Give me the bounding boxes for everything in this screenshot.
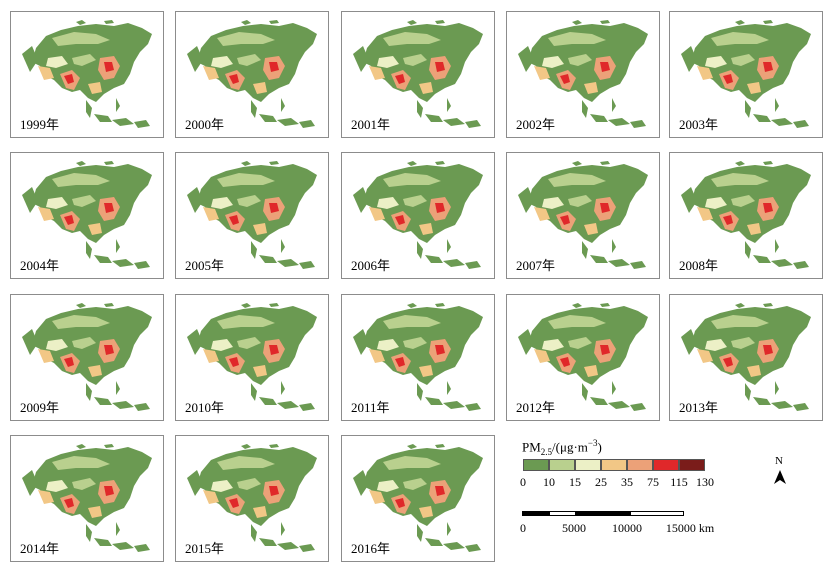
year-label: 2014年 xyxy=(20,541,60,556)
map-panel-2003: 2003年 xyxy=(669,11,823,138)
scale-segment xyxy=(576,511,630,516)
map-panel-2008: 2008年 xyxy=(669,152,823,279)
legend-tick-label: 10 xyxy=(543,475,555,489)
year-label: 2005年 xyxy=(185,258,225,273)
map-panel-2012: 2012年 xyxy=(506,294,660,421)
map-panel-1999: 1999年 xyxy=(10,11,164,138)
map-panel-2002: 2002年 xyxy=(506,11,660,138)
year-label: 2012年 xyxy=(516,400,556,415)
map-panel-2015: 2015年 xyxy=(175,435,329,562)
legend-tick-label: 15 xyxy=(569,475,581,489)
map-panel-2001: 2001年 xyxy=(341,11,495,138)
map-panel-2016: 2016年 xyxy=(341,435,495,562)
map-panel-2009: 2009年 xyxy=(10,294,164,421)
map-panel-2004: 2004年 xyxy=(10,152,164,279)
year-label: 2010年 xyxy=(185,400,225,415)
year-label: 2003年 xyxy=(679,117,719,132)
year-label: 2011年 xyxy=(351,400,390,415)
year-label: 2008年 xyxy=(679,258,719,273)
map-panel-2006: 2006年 xyxy=(341,152,495,279)
legend-swatch xyxy=(523,459,549,471)
legend-tick-label: 0 xyxy=(520,475,526,489)
year-label: 2015年 xyxy=(185,541,225,556)
map-panel-2010: 2010年 xyxy=(175,294,329,421)
scale-segment xyxy=(522,511,549,516)
map-panel-2011: 2011年 xyxy=(341,294,495,421)
legend-swatch xyxy=(653,459,679,471)
legend-title: PM2.5/(μg·m−3) xyxy=(522,438,602,457)
legend-swatch xyxy=(549,459,575,471)
map-panel-2000: 2000年 xyxy=(175,11,329,138)
scale-segment xyxy=(630,511,684,516)
year-label: 2013年 xyxy=(679,400,719,415)
legend-tick-label: 115 xyxy=(670,475,688,489)
map-panel-2005: 2005年 xyxy=(175,152,329,279)
legend-tick-label: 130 xyxy=(696,475,714,489)
year-label: 2016年 xyxy=(351,541,391,556)
legend-tick-label: 75 xyxy=(647,475,659,489)
legend-swatches xyxy=(523,459,705,471)
legend-swatch xyxy=(601,459,627,471)
legend-swatch xyxy=(575,459,601,471)
legend-tick-label: 25 xyxy=(595,475,607,489)
legend-swatch xyxy=(679,459,705,471)
scale-label: 0 xyxy=(520,521,526,535)
map-panel-2007: 2007年 xyxy=(506,152,660,279)
scale-label: 5000 xyxy=(562,521,586,535)
scale-label: 15000 km xyxy=(665,521,715,535)
scale-label: 10000 xyxy=(612,521,642,535)
pm25-legend: PM2.5/(μg·m−3) 0 10 15 25 35 75 115 130 xyxy=(520,438,820,538)
year-label: 2000年 xyxy=(185,117,225,132)
year-label: 2006年 xyxy=(351,258,391,273)
year-label: 2001年 xyxy=(351,117,391,132)
year-label: 2002年 xyxy=(516,117,556,132)
legend-tick-label: 35 xyxy=(621,475,633,489)
year-label: 2004年 xyxy=(20,258,60,273)
north-arrow: N xyxy=(772,455,788,485)
year-label: 1999年 xyxy=(20,117,60,132)
scale-segment xyxy=(549,511,576,516)
north-label: N xyxy=(775,455,783,467)
north-arrow-icon xyxy=(774,470,786,484)
year-label: 2009年 xyxy=(20,400,60,415)
map-panel-2013: 2013年 xyxy=(669,294,823,421)
legend-swatch xyxy=(627,459,653,471)
scale-bar: 0 5000 10000 15000 km xyxy=(520,511,720,541)
map-panel-2014: 2014年 xyxy=(10,435,164,562)
year-label: 2007年 xyxy=(516,258,556,273)
